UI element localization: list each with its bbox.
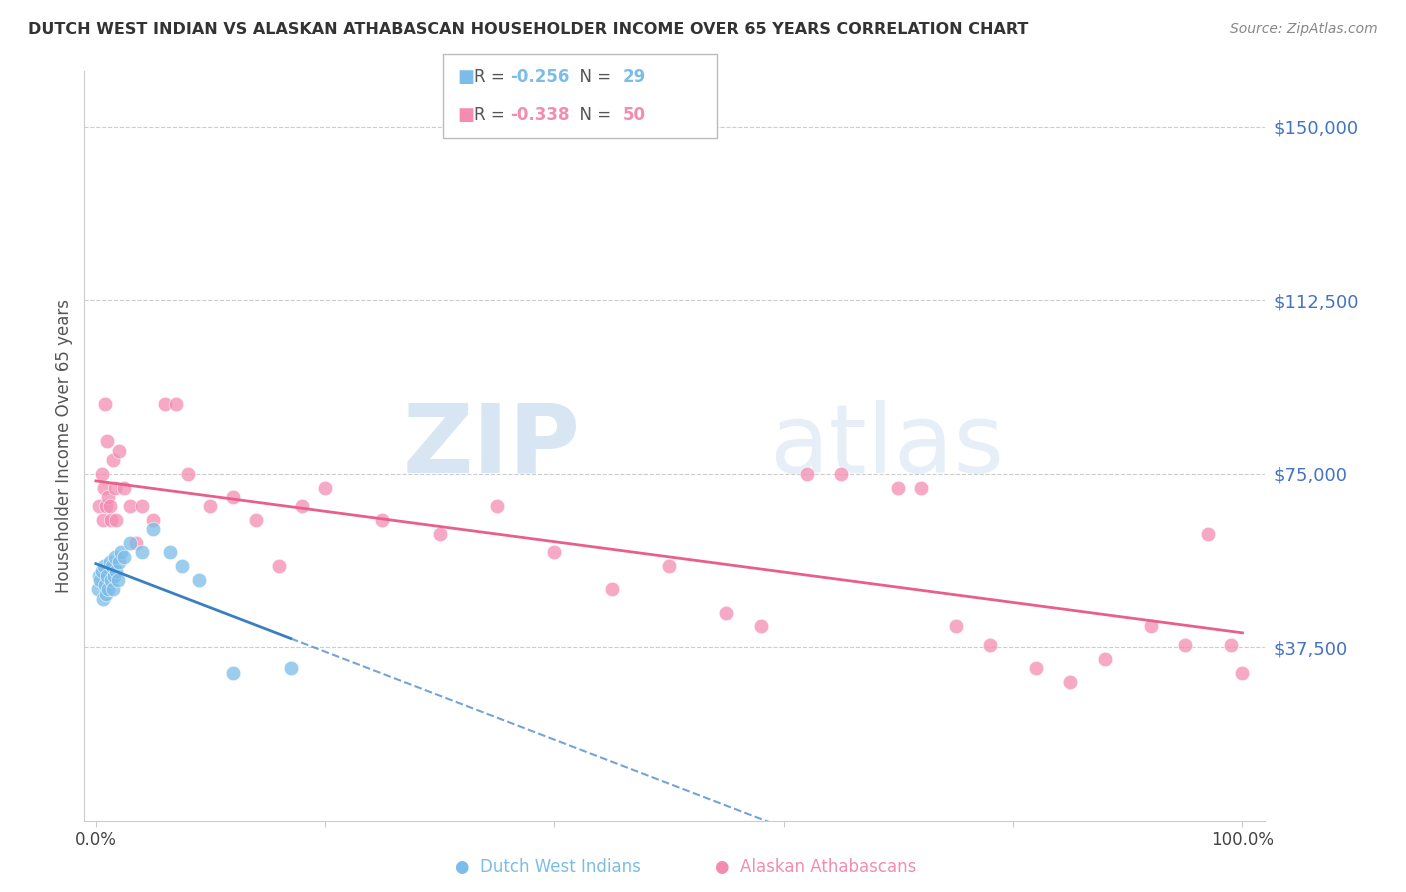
Text: Source: ZipAtlas.com: Source: ZipAtlas.com xyxy=(1230,22,1378,37)
Text: R =: R = xyxy=(474,69,510,87)
Point xyxy=(1139,619,1161,633)
Point xyxy=(142,522,165,536)
Point xyxy=(887,481,910,495)
Point xyxy=(945,619,967,633)
Text: ■: ■ xyxy=(457,105,474,123)
Text: DUTCH WEST INDIAN VS ALASKAN ATHABASCAN HOUSEHOLDER INCOME OVER 65 YEARS CORRELA: DUTCH WEST INDIAN VS ALASKAN ATHABASCAN … xyxy=(28,22,1029,37)
Point xyxy=(222,665,245,680)
Point xyxy=(716,606,738,620)
Point xyxy=(89,573,111,587)
Point xyxy=(291,499,314,513)
Text: ●  Dutch West Indians: ● Dutch West Indians xyxy=(456,858,641,876)
Point xyxy=(153,397,176,411)
Text: -0.256: -0.256 xyxy=(510,69,569,87)
Point xyxy=(107,573,129,587)
Point xyxy=(103,568,125,582)
Point xyxy=(159,545,181,559)
Point xyxy=(910,481,932,495)
Point xyxy=(100,513,122,527)
Y-axis label: Householder Income Over 65 years: Householder Income Over 65 years xyxy=(55,299,73,593)
Text: atlas: atlas xyxy=(769,400,1004,492)
Point xyxy=(131,545,153,559)
Point xyxy=(101,559,124,574)
Text: -0.338: -0.338 xyxy=(510,105,569,123)
Point xyxy=(96,568,118,582)
Text: R =: R = xyxy=(474,105,510,123)
Point xyxy=(101,453,124,467)
Point xyxy=(131,499,153,513)
Point xyxy=(1220,638,1243,652)
Point xyxy=(100,573,122,587)
Point xyxy=(176,467,198,481)
Point xyxy=(200,499,222,513)
Point xyxy=(91,591,114,606)
Text: ZIP: ZIP xyxy=(402,400,581,492)
Point xyxy=(114,549,136,564)
Point xyxy=(98,555,121,569)
Point xyxy=(658,559,681,574)
Point xyxy=(107,443,129,458)
Text: 50: 50 xyxy=(623,105,645,123)
Point xyxy=(796,467,818,481)
Point xyxy=(1059,674,1081,689)
Point xyxy=(749,619,772,633)
Point xyxy=(120,499,142,513)
Point xyxy=(120,536,142,550)
Point xyxy=(486,499,509,513)
Point xyxy=(98,499,121,513)
Point xyxy=(269,559,291,574)
Point xyxy=(94,578,117,592)
Point xyxy=(543,545,565,559)
Point xyxy=(90,467,112,481)
Point xyxy=(979,638,1001,652)
Point xyxy=(1232,665,1254,680)
Text: N =: N = xyxy=(569,105,617,123)
Point xyxy=(371,513,394,527)
Text: 29: 29 xyxy=(623,69,647,87)
Point xyxy=(94,587,117,601)
Point xyxy=(89,568,111,582)
Point xyxy=(280,661,302,675)
Point xyxy=(142,513,165,527)
Point xyxy=(87,582,110,597)
Point xyxy=(1197,527,1219,541)
Text: N =: N = xyxy=(569,69,617,87)
Point xyxy=(101,582,124,597)
Point xyxy=(94,499,117,513)
Point xyxy=(89,499,111,513)
Point xyxy=(107,555,129,569)
Text: ■: ■ xyxy=(457,69,474,87)
Point xyxy=(1025,661,1047,675)
Point xyxy=(96,434,118,449)
Point xyxy=(93,481,115,495)
Point xyxy=(1174,638,1197,652)
Point xyxy=(110,545,132,559)
Point xyxy=(600,582,623,597)
Point xyxy=(429,527,451,541)
Point xyxy=(90,564,112,578)
Point xyxy=(97,582,120,597)
Point xyxy=(830,467,852,481)
Point xyxy=(105,564,128,578)
Point xyxy=(94,397,117,411)
Point xyxy=(125,536,148,550)
Text: ●  Alaskan Athabascans: ● Alaskan Athabascans xyxy=(714,858,917,876)
Point xyxy=(104,481,127,495)
Point xyxy=(97,490,120,504)
Point xyxy=(188,573,211,587)
Point xyxy=(222,490,245,504)
Point xyxy=(165,397,187,411)
Point xyxy=(105,513,128,527)
Point xyxy=(91,513,114,527)
Point xyxy=(104,549,127,564)
Point xyxy=(245,513,267,527)
Point xyxy=(114,481,136,495)
Point xyxy=(170,559,193,574)
Point xyxy=(1094,652,1116,666)
Point xyxy=(314,481,336,495)
Point xyxy=(93,559,115,574)
